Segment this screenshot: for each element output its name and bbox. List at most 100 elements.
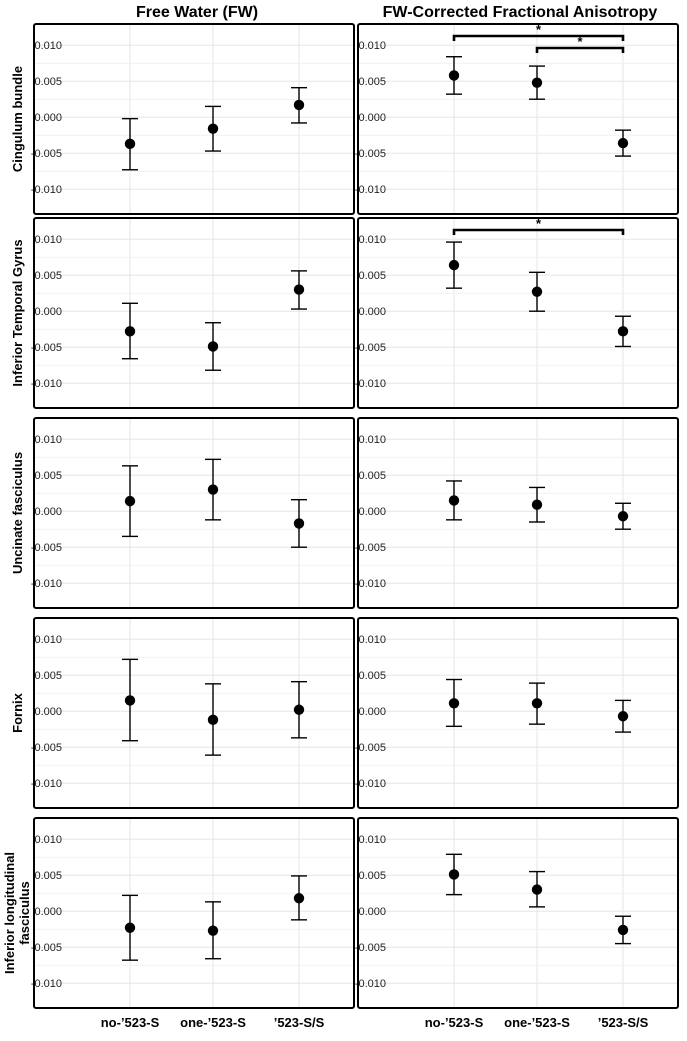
data-point — [293, 99, 305, 111]
bracket-line — [535, 46, 625, 53]
data-point — [531, 77, 543, 88]
y-tick-label: 0.010 — [34, 834, 62, 846]
x-tick-label: one-’523-S — [504, 1015, 570, 1030]
y-tick-label: -0.005 — [355, 942, 386, 954]
y-tick-label: 0.010 — [358, 434, 386, 446]
y-tick-label: 0.010 — [358, 40, 386, 52]
data-point — [207, 714, 219, 726]
column-title-fw: Free Water (FW) — [136, 4, 258, 21]
panel-frame — [357, 417, 679, 609]
data-point — [293, 284, 305, 295]
y-tick-label: 0.010 — [34, 434, 62, 446]
y-tick-label: -0.010 — [31, 184, 62, 196]
y-tick-label: -0.010 — [31, 778, 62, 790]
y-tick-label: -0.010 — [355, 184, 386, 196]
panel-1-1: 0.010 0.005 0.000 -0.005 -0.010 * — [355, 216, 679, 409]
row-label-line: Fornix — [10, 692, 25, 732]
data-point — [124, 922, 136, 933]
panel-frame — [33, 217, 355, 409]
panel-0-1: 0.010 0.005 0.000 -0.005 -0.010 * * — [355, 22, 679, 215]
panel-2-1: 0.010 0.005 0.000 -0.005 -0.010 — [355, 417, 679, 609]
y-tick-label: 0.010 — [358, 634, 386, 646]
data-point — [448, 698, 460, 709]
data-point — [124, 326, 136, 337]
data-point — [617, 137, 629, 149]
y-tick-label: -0.005 — [31, 148, 62, 160]
y-tick-label: -0.005 — [355, 742, 386, 754]
row-label: Inferior Temporal Gyrus — [10, 239, 25, 386]
panel-frame — [33, 617, 355, 809]
data-point — [531, 698, 543, 709]
significance-star: * — [536, 216, 542, 231]
panel-frame — [33, 817, 355, 1009]
significance-bracket: * — [452, 22, 625, 41]
y-tick-label: -0.005 — [31, 942, 62, 954]
row-label: Inferior longitudinalfasciculus — [2, 852, 32, 974]
row-label-line: Uncinate fasciculus — [10, 452, 25, 574]
y-tick-label: 0.005 — [34, 670, 62, 682]
y-tick-label: 0.000 — [358, 112, 386, 124]
panel-frame — [357, 217, 679, 409]
panel-4-0: 0.010 0.005 0.000 -0.005 -0.010 — [31, 817, 355, 1009]
panel-1-0: 0.010 0.005 0.000 -0.005 -0.010 — [31, 217, 355, 409]
y-tick-label: 0.000 — [358, 506, 386, 518]
data-point — [617, 711, 629, 722]
row-labels: Cingulum bundle Inferior Temporal Gyrus Un… — [2, 66, 32, 974]
y-tick-label: -0.005 — [355, 342, 386, 354]
panel-frame — [33, 23, 355, 215]
data-point — [448, 259, 460, 271]
row-label-line: Inferior Temporal Gyrus — [10, 239, 25, 386]
row-label: Uncinate fasciculus — [10, 452, 25, 574]
data-point — [531, 884, 543, 895]
y-tick-label: 0.000 — [34, 506, 62, 518]
row-label: Fornix — [10, 692, 25, 732]
column-title-fa: FW-Corrected Fractional Anisotropy — [383, 4, 658, 21]
y-tick-label: 0.000 — [34, 112, 62, 124]
data-point — [617, 511, 629, 522]
x-tick-label: one-’523-S — [180, 1015, 246, 1030]
y-tick-label: 0.005 — [358, 670, 386, 682]
y-tick-label: 0.010 — [34, 234, 62, 246]
y-tick-label: -0.010 — [355, 778, 386, 790]
data-point — [531, 499, 543, 510]
y-tick-label: -0.010 — [31, 378, 62, 390]
significance-star: * — [577, 34, 583, 49]
bracket-line — [452, 228, 625, 235]
y-tick-label: -0.010 — [355, 378, 386, 390]
y-tick-label: 0.005 — [34, 870, 62, 882]
data-point — [124, 138, 136, 150]
panel-3-1: 0.010 0.005 0.000 -0.005 -0.010 — [355, 617, 679, 809]
data-point — [207, 925, 219, 936]
data-point — [207, 484, 219, 495]
row-label-line: fasciculus — [17, 881, 32, 945]
data-point — [617, 326, 629, 337]
x-tick-label: no-’523-S — [425, 1015, 484, 1030]
panels-grid: 0.0100.0050.000-0.005-0.0100.0100.0050.0… — [31, 22, 679, 1009]
y-tick-label: 0.005 — [34, 76, 62, 88]
panel-frame — [357, 617, 679, 809]
data-point — [448, 495, 460, 506]
significance-star: * — [536, 22, 542, 37]
x-axis-labels: no-’523-S one-’523-S ’523-S/S no-’523-S one-… — [101, 1015, 649, 1030]
y-tick-label: 0.010 — [358, 234, 386, 246]
x-tick-label: ’523-S/S — [598, 1015, 649, 1030]
y-tick-label: 0.010 — [34, 40, 62, 52]
data-point — [293, 518, 305, 529]
panel-frame — [357, 23, 679, 215]
data-point — [124, 695, 136, 706]
y-tick-label: -0.010 — [355, 978, 386, 990]
significance-bracket: * — [452, 216, 625, 235]
y-tick-label: 0.000 — [34, 706, 62, 718]
row-label-line: Inferior longitudinal — [2, 852, 17, 974]
y-tick-label: 0.005 — [358, 270, 386, 282]
panel-frame — [33, 417, 355, 609]
panel-3-0: 0.010 0.005 0.000 -0.005 -0.010 — [31, 617, 355, 809]
row-label: Cingulum bundle — [10, 66, 25, 172]
y-tick-label: 0.000 — [34, 306, 62, 318]
y-tick-label: 0.000 — [358, 906, 386, 918]
bracket-line — [452, 34, 625, 41]
y-tick-label: 0.005 — [34, 270, 62, 282]
data-point — [617, 924, 629, 936]
y-tick-label: -0.005 — [31, 742, 62, 754]
